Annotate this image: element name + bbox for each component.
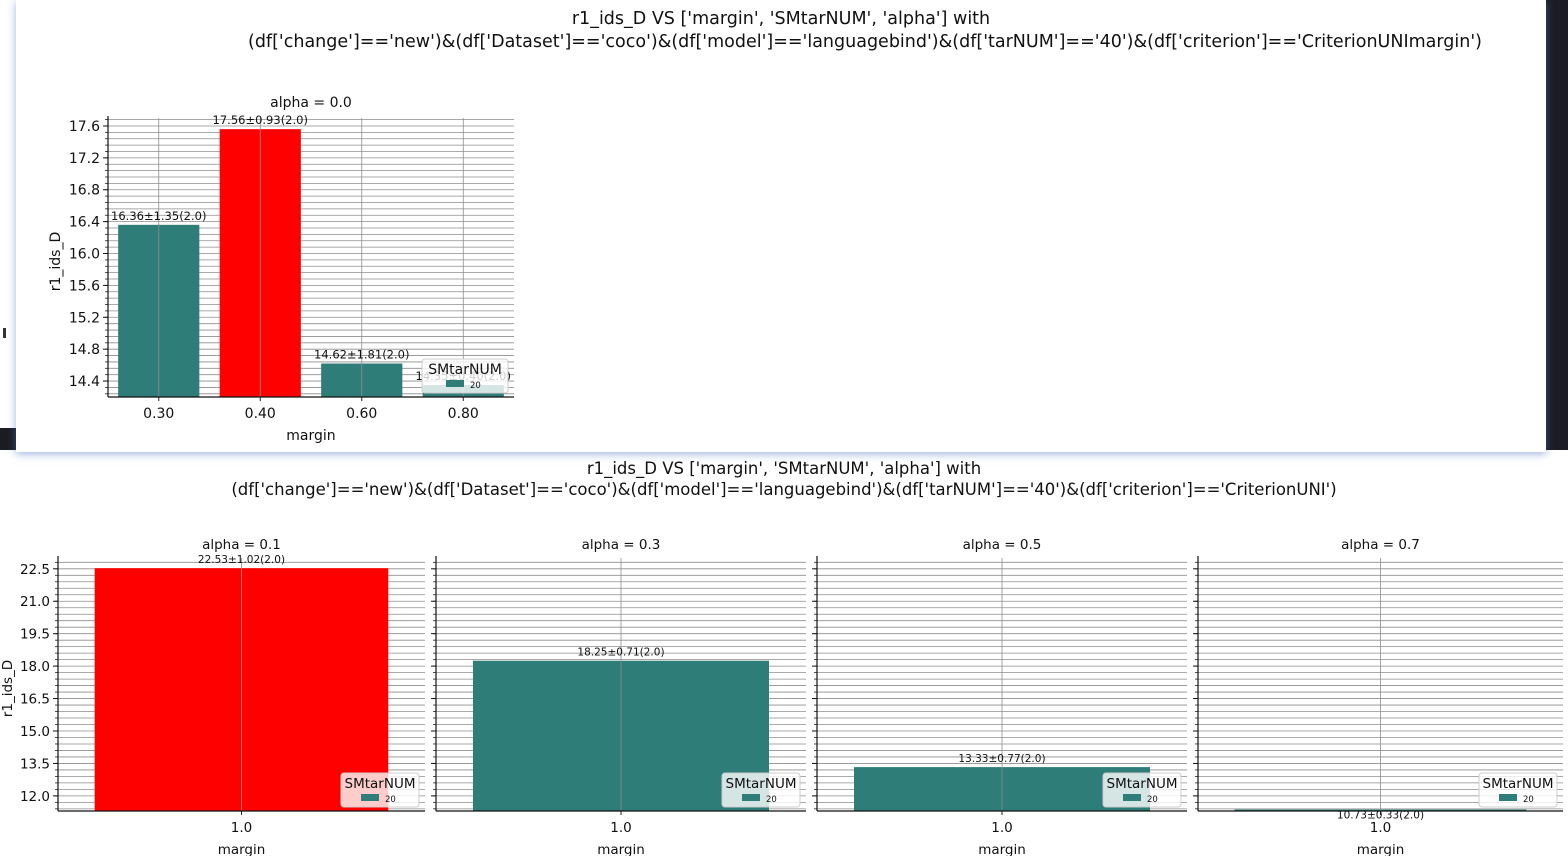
legend-box <box>1102 772 1182 808</box>
legend-swatch <box>1499 794 1517 801</box>
legend-title: SMtarNUM <box>345 776 416 792</box>
y-tick-label: 17.2 <box>69 151 100 167</box>
chart-alpha-0-7: 10.73±0.33(2.0)1.0 alpha = 0.7 margin SMtar… <box>1193 537 1563 856</box>
subplot-title: alpha = 0.3 <box>582 537 661 553</box>
legend-swatch <box>361 794 379 801</box>
x-tick-label: 1.0 <box>991 820 1012 836</box>
legend-title: SMtarNUM <box>428 362 502 378</box>
chart-alpha-0-0: 16.36±1.35(2.0) 0.30 17.56±0.93(2.0) 0.40 14… <box>48 95 514 444</box>
y-tick-label: 16.8 <box>69 183 100 199</box>
x-axis-label: margin <box>978 842 1026 856</box>
x-tick-label: 0.40 <box>245 406 276 422</box>
figure2-suptitle-line2: (df['change']=='new')&(df['Dataset']=='c… <box>231 480 1337 499</box>
chart-alpha-0-5: 13.33±0.77(2.0) 1.0 alpha = 0.5 margin SMtar… <box>812 537 1187 856</box>
legend-box <box>421 358 509 394</box>
legend-title: SMtarNUM <box>1483 776 1554 792</box>
bar-value-label: 18.25±0.71(2.0) <box>577 647 664 659</box>
subplot-title: alpha = 0.7 <box>1341 537 1420 553</box>
y-tick-label: 16.5 <box>20 692 50 708</box>
y-tick-label: 21.0 <box>20 594 50 610</box>
legend-entry-label: 20 <box>1523 795 1534 805</box>
x-axis-label: margin <box>286 428 335 444</box>
legend-title: SMtarNUM <box>726 776 797 792</box>
desktop-edge-marker <box>3 328 6 338</box>
y-tick-label: 17.6 <box>69 119 100 135</box>
bar-value-label: 10.73±0.33(2.0) <box>1337 809 1424 821</box>
x-tick-label: 0.80 <box>448 406 479 422</box>
y-tick-label: 19.5 <box>20 627 50 643</box>
legend-box <box>1478 772 1558 808</box>
y-axis-label: r1_ids_D <box>48 232 64 292</box>
y-tick-label: 16.4 <box>69 215 100 231</box>
legend-entry-label: 20 <box>385 795 396 805</box>
figure-window[interactable]: r1_ids_D VS ['margin', 'SMtarNUM', 'alph… <box>16 0 1546 452</box>
x-tick-label: 1.0 <box>231 820 252 836</box>
desktop-background-right <box>1546 0 1568 450</box>
chart-alpha-0-1: 22.53±1.02(2.0) 1.0 12.0 13.5 15.0 16.5 18.0 19… <box>0 537 425 856</box>
y-axis-label: r1_ids_D <box>0 660 16 717</box>
desktop-background-left <box>0 428 16 450</box>
y-tick-label: 14.4 <box>69 374 100 390</box>
chart-alpha-0-3: 18.25±0.71(2.0) 1.0 alpha = 0.3 margin SMtar… <box>431 537 806 856</box>
y-tick-label: 13.5 <box>20 756 50 772</box>
y-tick-label: 12.0 <box>20 789 50 805</box>
x-tick-label: 1.0 <box>610 820 631 836</box>
legend-box <box>340 772 420 808</box>
figure2-suptitle-line1: r1_ids_D VS ['margin', 'SMtarNUM', 'alph… <box>586 459 982 478</box>
legend-entry-label: 20 <box>766 795 777 805</box>
y-tick-label: 15.6 <box>69 278 100 294</box>
y-tick-label: 15.2 <box>69 310 100 326</box>
window-suptitle-line1: r1_ids_D VS ['margin', 'SMtarNUM', 'alph… <box>571 9 991 29</box>
legend-swatch <box>446 380 464 387</box>
bar-value-label: 16.36±1.35(2.0) <box>111 209 206 223</box>
x-tick-label: 1.0 <box>1370 820 1391 836</box>
y-tick-label: 15.0 <box>20 724 50 740</box>
subplot-title: alpha = 0.5 <box>963 537 1042 553</box>
legend-entry-label: 20 <box>470 381 481 391</box>
x-tick-label: 0.30 <box>143 406 174 422</box>
legend-title: SMtarNUM <box>1107 776 1178 792</box>
x-axis-label: margin <box>1357 842 1405 856</box>
subplot-title: alpha = 0.1 <box>202 537 281 553</box>
y-tick-label: 18.0 <box>20 659 50 675</box>
window-suptitle-line2: (df['change']=='new')&(df['Dataset']=='c… <box>248 32 1482 52</box>
y-tick-label: 14.8 <box>69 342 100 358</box>
legend-swatch <box>742 794 760 801</box>
legend-swatch <box>1123 794 1141 801</box>
x-tick-label: 0.60 <box>346 406 377 422</box>
x-axis-label: margin <box>597 842 645 856</box>
subplot-title: alpha = 0.0 <box>270 95 352 111</box>
bar-value-label: 13.33±0.77(2.0) <box>958 753 1045 765</box>
legend-box <box>721 772 801 808</box>
bar-value-label: 22.53±1.02(2.0) <box>198 554 285 566</box>
x-axis-label: margin <box>218 842 266 856</box>
y-tick-label: 22.5 <box>20 562 50 578</box>
bar-value-label: 14.62±1.81(2.0) <box>314 348 409 362</box>
y-tick-label: 16.0 <box>69 247 100 263</box>
bar-value-label: 17.56±0.93(2.0) <box>213 113 308 127</box>
legend-entry-label: 20 <box>1147 795 1158 805</box>
